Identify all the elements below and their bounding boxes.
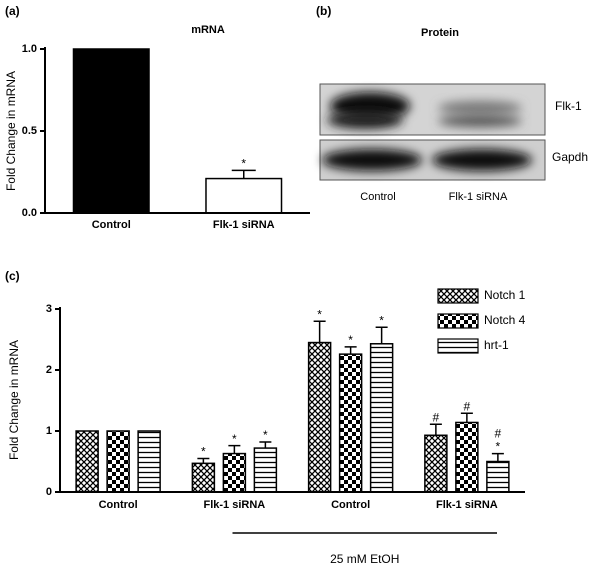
error-bar — [375, 326, 388, 344]
y-tick-label: 1 — [46, 425, 52, 437]
bar — [137, 430, 161, 493]
error-bar — [231, 169, 256, 179]
legend-swatch — [437, 313, 479, 329]
error-bar — [344, 346, 357, 355]
row-label: Gapdh — [552, 150, 588, 164]
western-blot: (b) Protein Flk-1 Gapdh Control Flk-1 si… — [316, 4, 588, 203]
y-tick-label: 3 — [46, 303, 52, 315]
band — [322, 149, 422, 171]
bar — [191, 462, 216, 493]
significance-mark: * — [232, 432, 237, 446]
significance-mark: * — [379, 313, 384, 327]
error-bar — [429, 423, 442, 436]
legend-swatch — [437, 338, 479, 354]
bar — [486, 460, 510, 493]
bar — [106, 430, 130, 493]
band — [432, 149, 532, 171]
error-bar — [259, 441, 272, 449]
y-axis-label: Fold Change in mRNA — [4, 71, 18, 191]
significance-mark: * — [201, 445, 206, 459]
significance-mark: * — [241, 157, 246, 171]
panel-label: (b) — [316, 4, 331, 18]
bar — [222, 452, 247, 493]
significance-mark: * — [348, 333, 353, 347]
legend-label: Notch 1 — [484, 288, 526, 302]
legend-label: hrt-1 — [484, 338, 509, 352]
panel-label: (c) — [5, 269, 20, 283]
bar — [72, 48, 150, 214]
significance-mark: # — [495, 427, 502, 441]
x-tick-label: Control — [92, 219, 131, 231]
x-tick-label: Control — [331, 499, 370, 511]
significance-mark: * — [496, 440, 501, 454]
chart-title: mRNA — [191, 24, 225, 36]
bar — [307, 341, 332, 493]
bar — [369, 343, 394, 493]
bar — [253, 447, 278, 493]
legend-label: Notch 4 — [484, 313, 526, 327]
x-tick-label: Flk-1 siRNA — [204, 499, 266, 511]
band — [438, 115, 522, 127]
y-axis-label: Fold Change in mRNA — [7, 340, 21, 460]
group-label: 25 mM EtOH — [330, 552, 399, 566]
y-tick-label: 0 — [46, 486, 52, 498]
error-bar — [460, 412, 473, 423]
error-bar — [197, 457, 210, 464]
x-tick-label: Flk-1 siRNA — [213, 219, 275, 231]
y-tick-label: 2 — [46, 364, 52, 376]
bar — [338, 353, 363, 493]
error-bar — [491, 452, 504, 462]
bar — [205, 177, 283, 214]
lane-label: Control — [360, 191, 395, 203]
significance-mark: # — [433, 410, 440, 424]
band — [438, 101, 522, 115]
bar — [75, 430, 99, 493]
y-tick-label: 1.0 — [22, 43, 37, 55]
panel-label: (a) — [5, 4, 20, 18]
error-bar — [228, 444, 241, 454]
legend-swatch — [437, 288, 479, 304]
bar — [424, 434, 448, 493]
y-tick-label: 0.0 — [22, 207, 37, 219]
bar — [455, 421, 479, 493]
x-tick-label: Control — [99, 499, 138, 511]
significance-mark: * — [317, 307, 322, 321]
x-tick-label: Flk-1 siRNA — [436, 499, 498, 511]
error-bar — [313, 320, 326, 343]
band — [327, 111, 403, 129]
row-label: Flk-1 — [555, 99, 582, 113]
y-tick-label: 0.5 — [22, 125, 37, 137]
blot-title: Protein — [421, 27, 459, 39]
lane-label: Flk-1 siRNA — [449, 191, 508, 203]
significance-mark: * — [263, 428, 268, 442]
significance-mark: # — [464, 399, 471, 413]
